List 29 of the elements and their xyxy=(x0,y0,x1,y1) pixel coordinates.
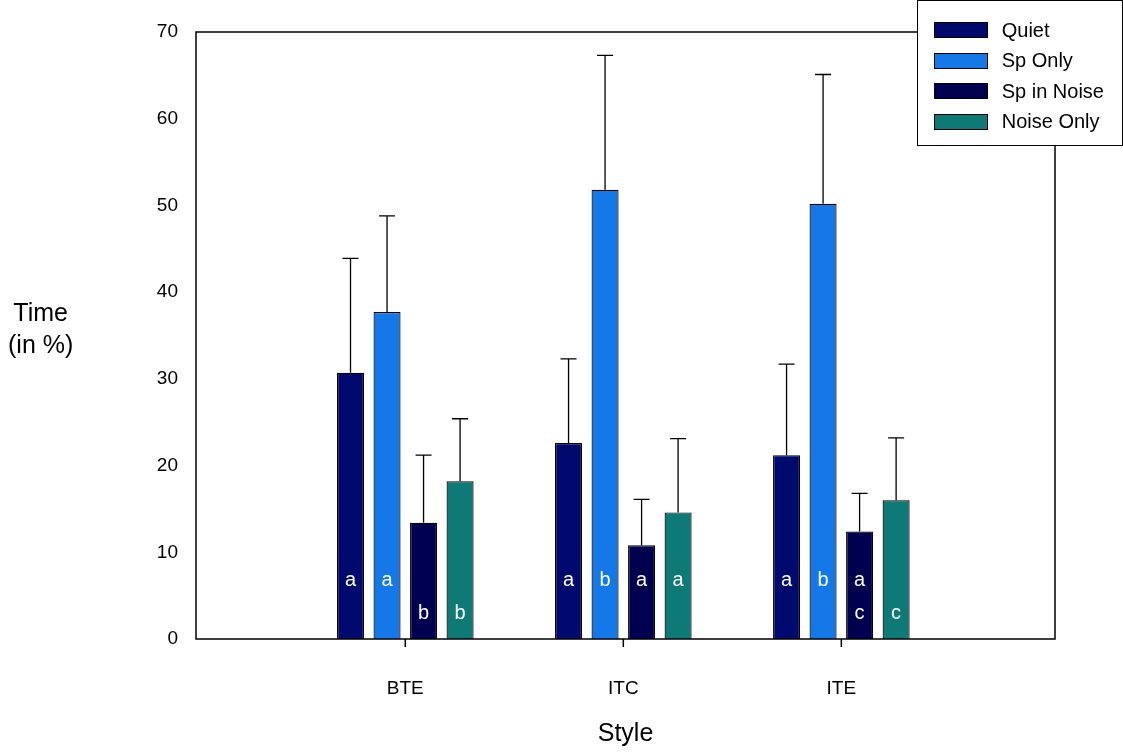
data-label: a xyxy=(636,567,649,590)
data-label: b xyxy=(418,600,430,623)
x-tick-label: BTE xyxy=(386,676,424,698)
data-label: a xyxy=(562,567,575,590)
data-label: b xyxy=(599,567,611,590)
x-axis-title: Style xyxy=(596,718,655,747)
legend-label: Sp in Noise xyxy=(1001,79,1104,103)
legend-label: Noise Only xyxy=(1001,110,1100,134)
y-tick-label: 60 xyxy=(156,106,178,128)
data-label: a xyxy=(381,567,394,590)
y-tick-label: 70 xyxy=(156,20,178,42)
x-tick-label: ITC xyxy=(608,676,639,698)
y-axis-title: Time (in %) xyxy=(8,297,74,360)
data-label: a xyxy=(672,567,685,590)
y-tick-label: 40 xyxy=(156,280,178,302)
y-tick-label: 0 xyxy=(167,627,178,649)
legend-label: Sp Only xyxy=(1001,49,1073,73)
data-label: b xyxy=(454,600,466,623)
legend-label: Quiet xyxy=(1001,18,1050,42)
data-label: a xyxy=(781,567,793,590)
y-tick-label: 30 xyxy=(156,367,178,389)
data-label: a xyxy=(344,567,357,590)
data-label: a c xyxy=(854,567,867,623)
y-tick-label: 50 xyxy=(156,193,178,215)
x-tick-label: ITE xyxy=(826,676,857,698)
data-label: b xyxy=(817,567,829,590)
data-label: c xyxy=(891,600,902,623)
y-tick-label: 10 xyxy=(156,540,178,562)
y-tick-label: 20 xyxy=(156,453,178,475)
